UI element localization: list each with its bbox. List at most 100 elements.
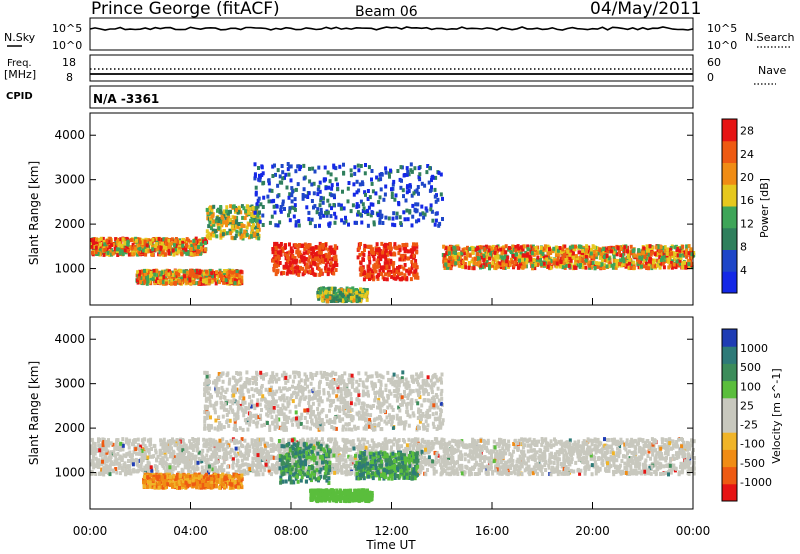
data-cell bbox=[394, 193, 398, 198]
data-cell bbox=[409, 254, 413, 259]
data-cell bbox=[307, 217, 311, 222]
data-cell bbox=[501, 262, 505, 267]
data-cell bbox=[116, 253, 120, 257]
data-cell bbox=[592, 253, 596, 258]
data-cell bbox=[574, 254, 578, 258]
data-cell bbox=[318, 223, 321, 228]
data-cell bbox=[531, 266, 534, 271]
data-cell bbox=[285, 185, 289, 190]
data-cell bbox=[188, 272, 192, 277]
data-cell bbox=[384, 166, 388, 171]
data-cell bbox=[407, 172, 411, 177]
data-cell bbox=[454, 461, 458, 466]
data-cell bbox=[664, 458, 668, 463]
data-cell bbox=[339, 206, 343, 211]
data-cell bbox=[390, 274, 394, 279]
data-cell bbox=[619, 441, 622, 445]
data-cell bbox=[692, 251, 696, 255]
data-cell bbox=[218, 217, 222, 221]
data-cell bbox=[289, 178, 293, 183]
data-cell bbox=[456, 245, 460, 250]
data-cell bbox=[177, 249, 180, 254]
data-cell bbox=[501, 439, 505, 444]
data-cell bbox=[643, 255, 647, 259]
data-cell bbox=[453, 255, 457, 259]
data-cell bbox=[692, 456, 696, 460]
data-cell bbox=[302, 446, 306, 451]
data-cell bbox=[221, 437, 225, 442]
data-cell bbox=[389, 260, 393, 265]
data-cell bbox=[444, 246, 448, 251]
data-cell bbox=[98, 248, 102, 253]
data-cell bbox=[476, 246, 480, 251]
data-cell bbox=[564, 263, 568, 268]
data-cell bbox=[404, 198, 408, 203]
data-cell bbox=[561, 450, 564, 455]
data-cell bbox=[325, 298, 329, 303]
data-cell bbox=[416, 202, 420, 207]
data-cell bbox=[662, 252, 666, 257]
freq-tick-top: 18 bbox=[62, 56, 76, 69]
data-cell bbox=[333, 247, 337, 252]
data-cell bbox=[181, 243, 185, 248]
data-cell bbox=[603, 250, 607, 255]
data-cell bbox=[332, 271, 336, 276]
data-cell bbox=[235, 207, 238, 212]
data-cell bbox=[379, 257, 383, 262]
data-cell bbox=[640, 452, 644, 457]
data-cell bbox=[403, 255, 407, 260]
data-cell bbox=[273, 210, 277, 215]
data-cell bbox=[582, 456, 586, 460]
data-cell bbox=[388, 245, 392, 250]
data-cell bbox=[629, 464, 633, 469]
data-cell bbox=[172, 242, 176, 247]
data-cell bbox=[197, 281, 201, 285]
data-cell bbox=[335, 294, 339, 299]
data-cell bbox=[608, 261, 612, 266]
data-cell bbox=[149, 271, 153, 275]
data-cell bbox=[154, 279, 158, 284]
data-cell bbox=[614, 258, 618, 263]
data-cell bbox=[279, 205, 283, 210]
data-cell bbox=[356, 210, 360, 215]
data-cell bbox=[411, 214, 415, 219]
data-cell bbox=[221, 211, 225, 216]
data-cell bbox=[619, 263, 623, 268]
data-cell bbox=[425, 170, 429, 175]
data-cell bbox=[121, 447, 125, 452]
data-cell bbox=[253, 206, 257, 211]
data-cell bbox=[160, 451, 164, 456]
data-cell bbox=[509, 260, 513, 265]
data-cell bbox=[621, 253, 625, 258]
data-cell bbox=[379, 187, 383, 192]
data-cell bbox=[205, 269, 208, 274]
data-cell bbox=[390, 187, 393, 192]
data-cell bbox=[357, 298, 361, 302]
data-cell bbox=[407, 189, 411, 193]
data-cell bbox=[307, 460, 311, 465]
data-cell bbox=[596, 469, 600, 474]
data-cell bbox=[158, 252, 162, 257]
data-cell bbox=[502, 470, 506, 475]
data-cell bbox=[238, 278, 242, 283]
data-cell bbox=[429, 203, 433, 208]
data-cell bbox=[276, 194, 280, 199]
data-cell bbox=[410, 169, 414, 174]
data-cell bbox=[511, 260, 515, 265]
data-cell bbox=[376, 276, 380, 281]
data-cell bbox=[253, 225, 257, 230]
data-cell bbox=[488, 266, 491, 271]
data-cell bbox=[374, 269, 378, 274]
data-cell bbox=[226, 219, 230, 224]
data-cell bbox=[101, 248, 105, 253]
data-cell bbox=[347, 288, 351, 293]
data-cell bbox=[276, 223, 280, 228]
data-cell bbox=[214, 281, 218, 286]
data-cell bbox=[427, 180, 431, 185]
data-cell bbox=[313, 204, 317, 209]
data-cell bbox=[443, 444, 447, 449]
data-cell bbox=[391, 263, 395, 268]
data-cell bbox=[307, 265, 311, 270]
colorbar-swatch bbox=[722, 271, 737, 294]
